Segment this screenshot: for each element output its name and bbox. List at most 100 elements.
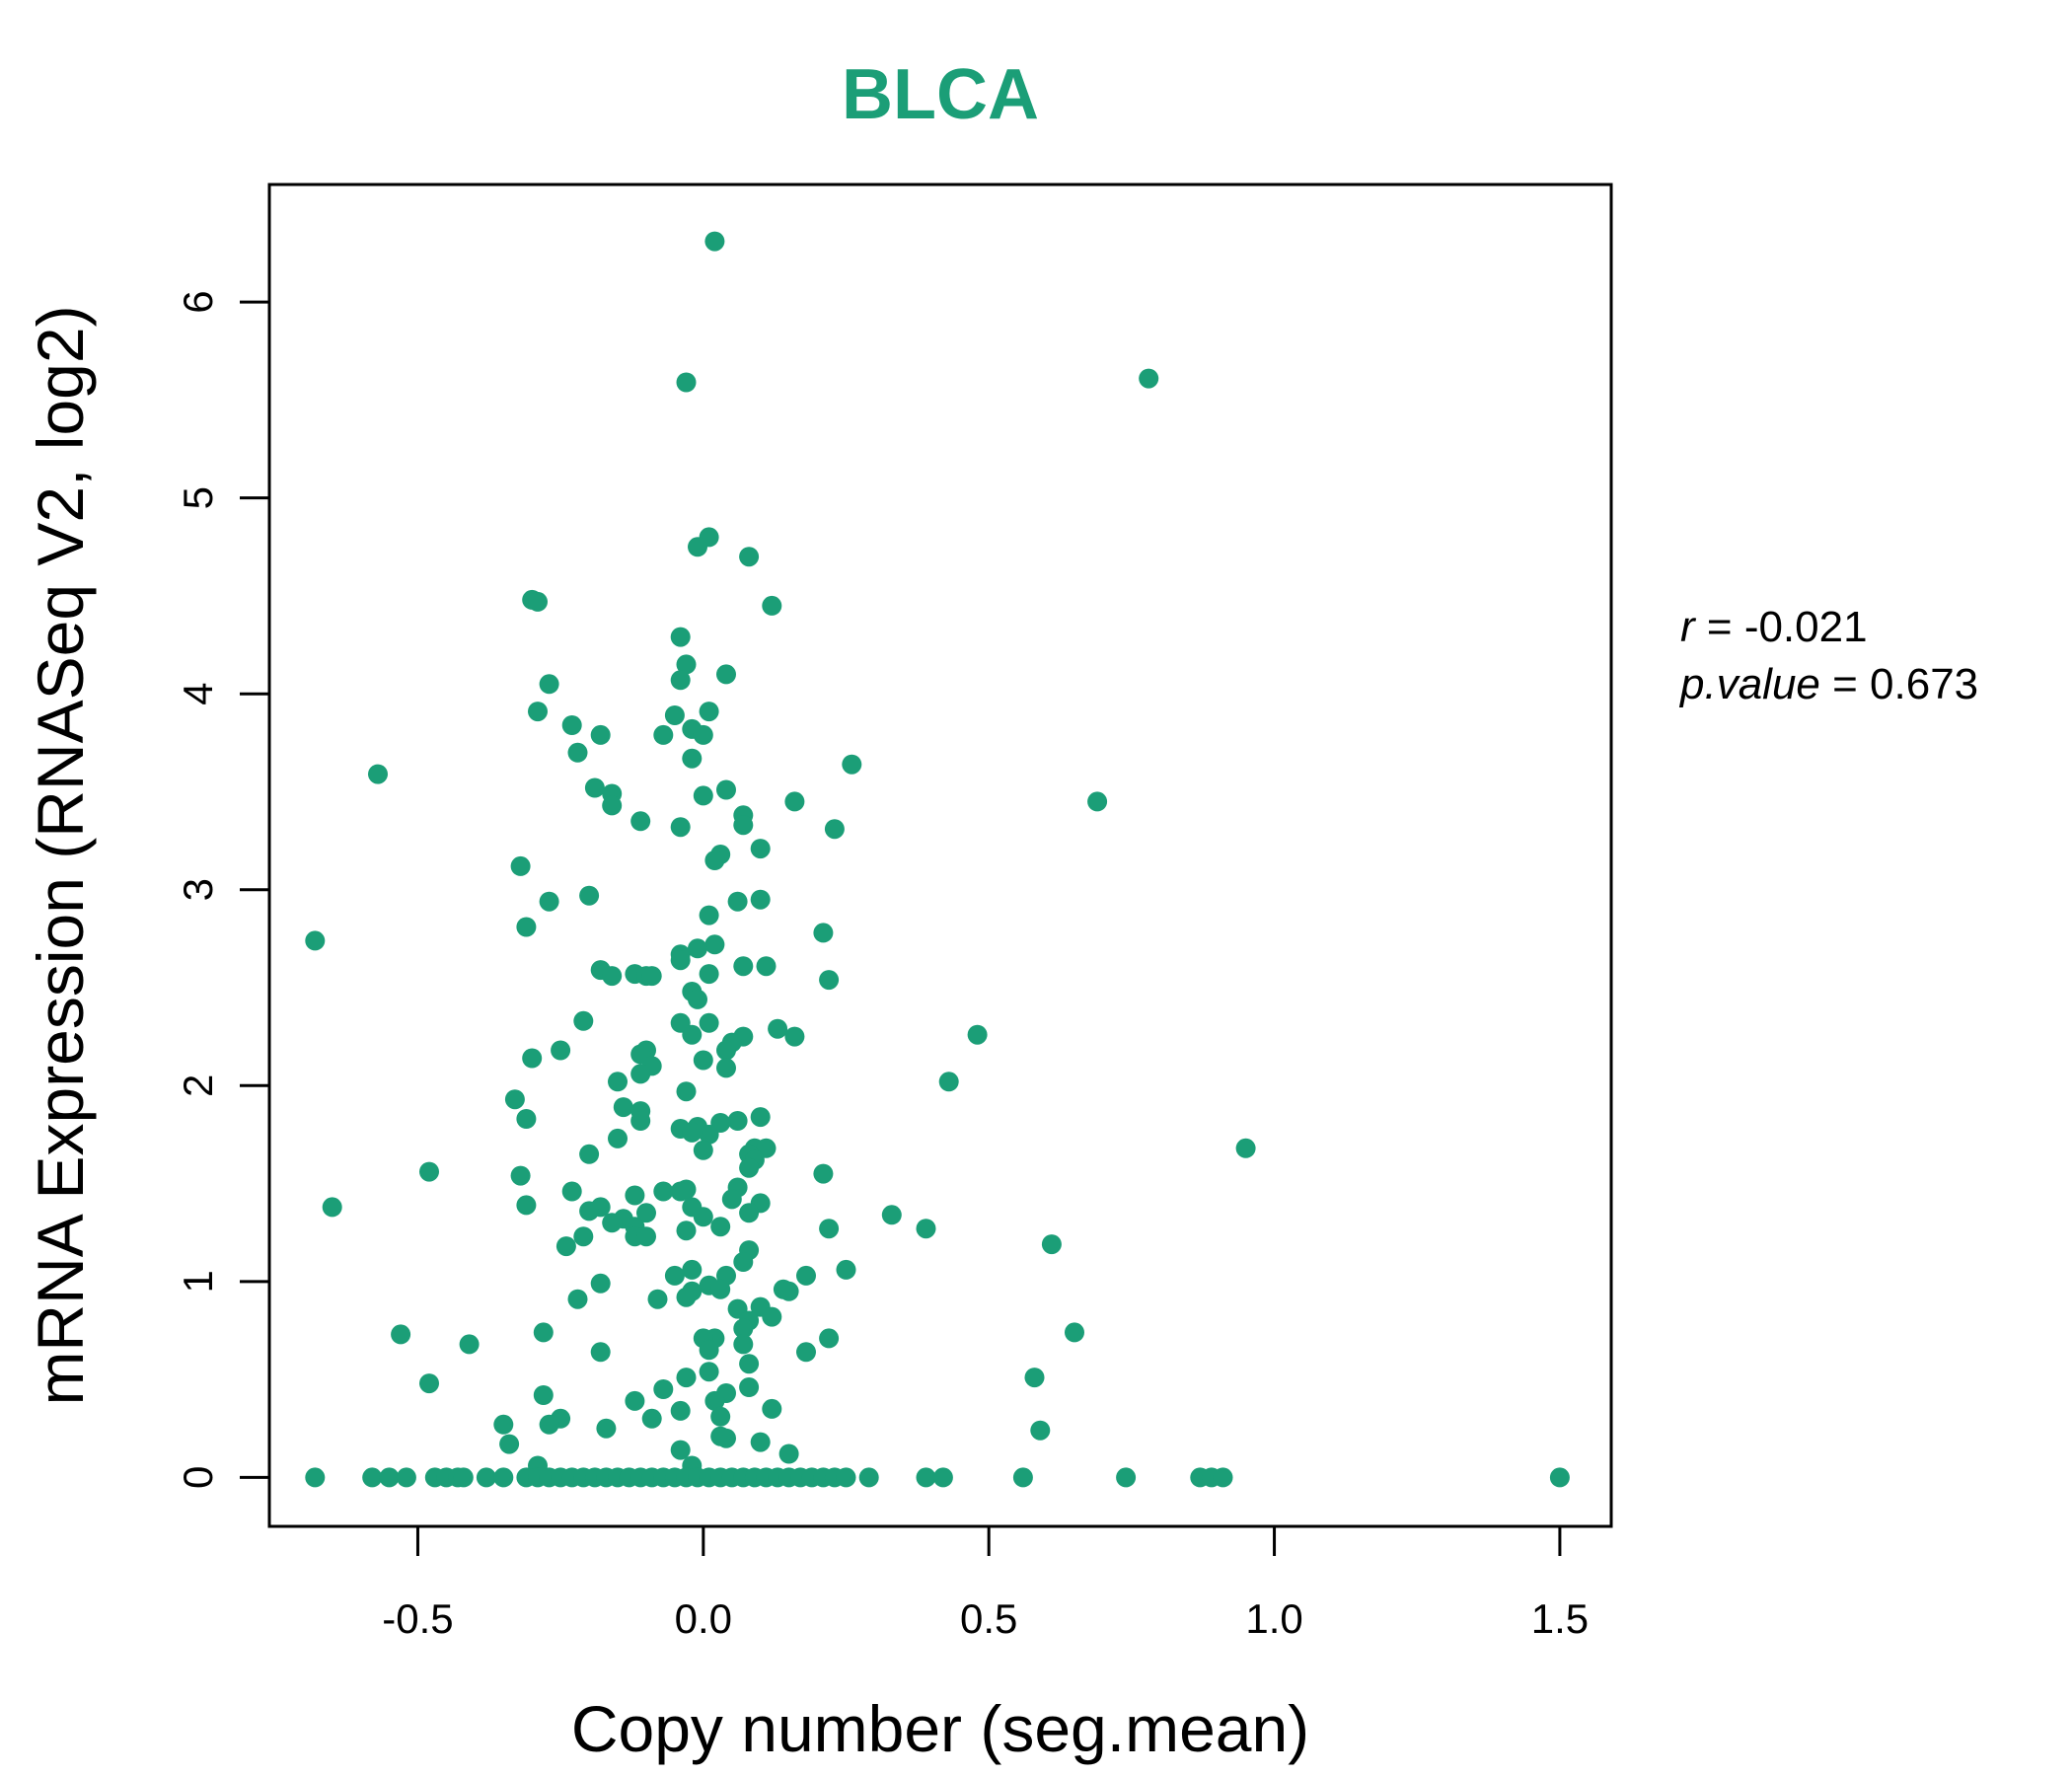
data-point (379, 1467, 400, 1488)
y-tick-label: 4 (175, 683, 221, 705)
data-point (664, 1265, 685, 1286)
x-tick-label: 0.0 (675, 1595, 732, 1642)
data-point (676, 1081, 697, 1102)
data-point (533, 1385, 554, 1405)
data-point (938, 1072, 959, 1092)
data-point (916, 1219, 936, 1239)
data-point (573, 1010, 594, 1031)
data-point (699, 905, 719, 925)
p-label: p.value (1678, 660, 1820, 708)
data-point (630, 1111, 651, 1131)
plot-frame (267, 183, 1613, 1528)
data-point (932, 1467, 953, 1488)
data-point (573, 1226, 594, 1247)
data-point (1549, 1467, 1570, 1488)
data-point (704, 934, 725, 955)
data-point (762, 1398, 782, 1419)
data-point (579, 1201, 600, 1221)
data-point (516, 1109, 537, 1129)
data-point (567, 742, 588, 763)
data-point (510, 1165, 531, 1186)
data-point (824, 819, 845, 840)
data-point (796, 1265, 816, 1286)
r-value: -0.021 (1744, 603, 1868, 651)
data-point (699, 1340, 719, 1361)
data-point (710, 1279, 731, 1299)
data-point (778, 1281, 799, 1301)
data-point (739, 1157, 760, 1178)
data-point (733, 815, 754, 836)
data-point (664, 705, 685, 725)
data-point (459, 1334, 480, 1355)
data-point (733, 1334, 754, 1355)
data-point (539, 674, 559, 695)
r-label: r (1680, 603, 1697, 651)
y-tick-label: 1 (175, 1270, 221, 1293)
data-point (796, 1342, 816, 1363)
p-stat: p.value = 0.673 (1678, 660, 1978, 708)
data-point (670, 1181, 691, 1202)
data-point (710, 1406, 731, 1427)
data-point (716, 779, 736, 800)
data-point (916, 1467, 936, 1488)
data-point (305, 930, 326, 951)
data-point (819, 1219, 840, 1239)
data-point (641, 966, 662, 987)
data-point (1116, 1467, 1137, 1488)
x-tick-label: 1.5 (1531, 1595, 1589, 1642)
data-point (762, 595, 782, 616)
data-point (693, 1207, 713, 1227)
data-point (716, 1040, 736, 1061)
data-point (704, 851, 725, 870)
data-point (670, 817, 691, 838)
data-point (739, 1377, 760, 1397)
data-point (584, 777, 605, 798)
data-point (602, 1213, 623, 1233)
points-layer (305, 231, 1570, 1488)
data-point (419, 1161, 439, 1182)
data-point (682, 1122, 703, 1143)
data-point (733, 956, 754, 977)
data-point (551, 1040, 571, 1061)
data-point (842, 754, 862, 775)
data-point (768, 1018, 788, 1039)
y-axis-label: mRNA Expression (RNASeq V2, log2) (24, 305, 97, 1405)
data-point (602, 795, 623, 816)
data-point (625, 1185, 645, 1206)
data-point (368, 764, 388, 784)
data-point (676, 1287, 697, 1307)
data-point (819, 970, 840, 991)
data-point (693, 724, 713, 745)
data-point (516, 917, 537, 937)
data-point (1065, 1322, 1084, 1343)
data-point (676, 1221, 697, 1241)
data-point (693, 785, 713, 806)
data-point (699, 702, 719, 722)
data-point (688, 938, 707, 959)
x-tick-label: -0.5 (382, 1595, 453, 1642)
data-point (881, 1205, 902, 1225)
data-point (670, 670, 691, 691)
data-point (967, 1024, 988, 1045)
data-point (493, 1467, 514, 1488)
data-point (567, 1289, 588, 1309)
p-value: 0.673 (1870, 660, 1978, 708)
data-point (676, 372, 697, 393)
data-point (813, 923, 834, 943)
data-point (362, 1467, 383, 1488)
data-point (721, 1189, 742, 1210)
data-point (682, 748, 703, 769)
data-point (613, 1097, 633, 1118)
data-point (693, 1140, 713, 1160)
data-point (750, 1107, 771, 1128)
data-point (647, 1289, 668, 1309)
y-tick-label: 0 (175, 1466, 221, 1489)
data-point (1213, 1467, 1233, 1488)
data-point (1041, 1234, 1062, 1255)
data-point (641, 1408, 662, 1429)
data-point (716, 664, 736, 685)
y-tick-label: 5 (175, 486, 221, 509)
data-point (699, 1012, 719, 1033)
p-equals: = (1820, 660, 1870, 708)
data-point (322, 1197, 342, 1218)
